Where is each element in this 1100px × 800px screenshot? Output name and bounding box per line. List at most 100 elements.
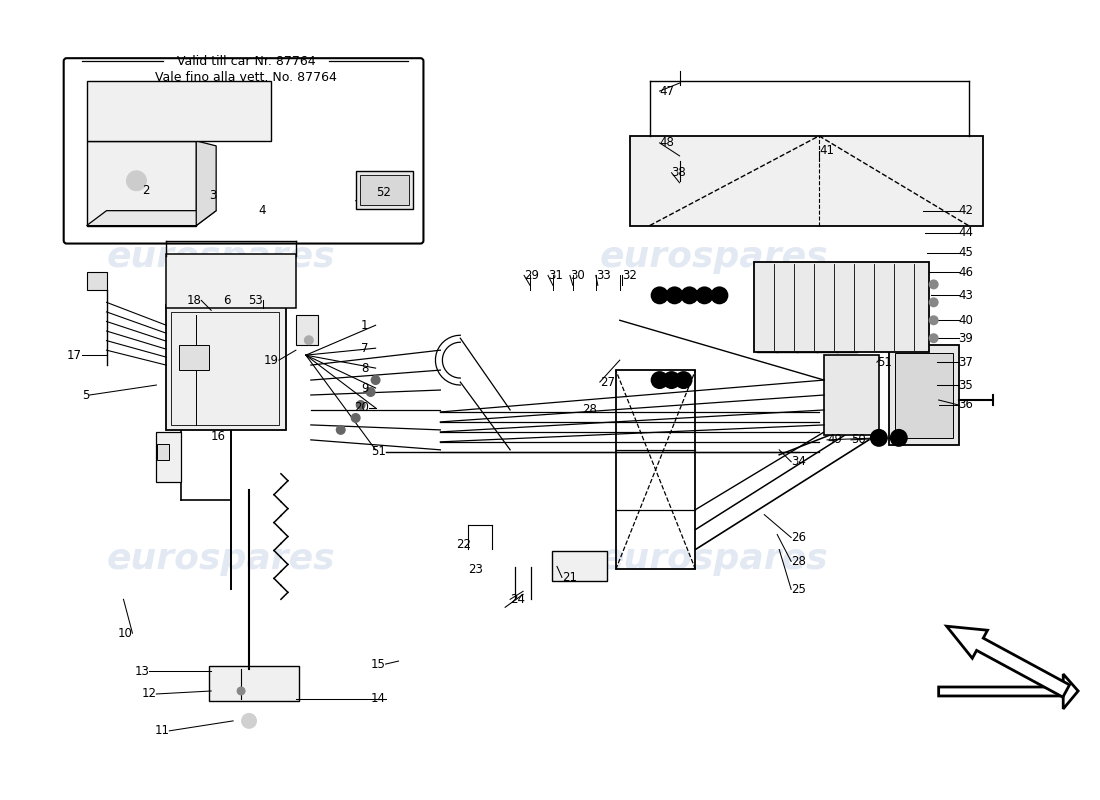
Text: Valid till car Nr. 87764: Valid till car Nr. 87764 <box>177 54 316 68</box>
Text: 34: 34 <box>791 455 806 468</box>
Circle shape <box>928 334 938 343</box>
Text: 45: 45 <box>958 246 974 259</box>
Text: 8: 8 <box>361 362 368 374</box>
Text: 27: 27 <box>600 375 615 389</box>
Text: 48: 48 <box>660 136 674 150</box>
Text: 41: 41 <box>820 144 834 158</box>
Text: 44: 44 <box>958 226 974 239</box>
Text: 2: 2 <box>142 184 150 198</box>
Circle shape <box>928 279 938 290</box>
Circle shape <box>304 335 313 345</box>
Text: 43: 43 <box>958 289 974 302</box>
Text: 11: 11 <box>154 724 169 738</box>
Bar <box>755 262 928 352</box>
Polygon shape <box>87 210 217 226</box>
Text: 28: 28 <box>582 403 597 417</box>
Bar <box>166 306 286 430</box>
Text: 21: 21 <box>562 571 578 584</box>
Circle shape <box>351 413 361 423</box>
Bar <box>209 666 299 701</box>
Text: 16: 16 <box>211 430 227 443</box>
FancyBboxPatch shape <box>64 58 424 243</box>
Bar <box>889 345 958 445</box>
Text: 46: 46 <box>958 266 974 279</box>
Circle shape <box>674 371 693 389</box>
Text: 31: 31 <box>548 269 563 282</box>
Text: 35: 35 <box>958 378 974 391</box>
Text: 38: 38 <box>672 166 686 179</box>
Bar <box>87 141 196 226</box>
Circle shape <box>126 170 146 190</box>
Circle shape <box>666 286 683 304</box>
Bar <box>179 345 209 370</box>
Text: 5: 5 <box>82 389 89 402</box>
Text: 49: 49 <box>827 434 842 446</box>
Bar <box>166 254 296 308</box>
Text: 25: 25 <box>791 583 806 596</box>
Circle shape <box>238 687 245 695</box>
Circle shape <box>355 400 365 410</box>
Bar <box>87 273 107 290</box>
Text: eurospares: eurospares <box>107 542 336 577</box>
Text: 50: 50 <box>851 434 866 446</box>
Polygon shape <box>938 674 1078 709</box>
Text: 24: 24 <box>510 593 525 606</box>
Circle shape <box>928 315 938 326</box>
Circle shape <box>711 286 728 304</box>
Text: 39: 39 <box>958 332 974 345</box>
Text: 33: 33 <box>596 269 611 282</box>
Bar <box>360 174 409 205</box>
Bar <box>552 551 607 582</box>
Text: 29: 29 <box>524 269 539 282</box>
Circle shape <box>928 298 938 307</box>
Bar <box>616 370 695 570</box>
Text: 37: 37 <box>958 356 974 369</box>
Text: 28: 28 <box>791 555 806 568</box>
Text: 26: 26 <box>791 531 806 544</box>
Circle shape <box>371 375 381 385</box>
Text: 14: 14 <box>371 693 386 706</box>
Text: 40: 40 <box>958 314 974 326</box>
Text: 15: 15 <box>371 658 386 670</box>
Text: 19: 19 <box>264 354 279 366</box>
Text: 32: 32 <box>621 269 637 282</box>
Text: 6: 6 <box>223 294 231 307</box>
Text: 12: 12 <box>142 687 156 701</box>
Text: 13: 13 <box>134 665 150 678</box>
Text: eurospares: eurospares <box>601 239 828 274</box>
Text: 53: 53 <box>249 294 263 307</box>
Circle shape <box>650 286 669 304</box>
Circle shape <box>650 371 669 389</box>
Text: 18: 18 <box>186 294 201 307</box>
Text: 22: 22 <box>456 538 471 551</box>
FancyArrow shape <box>947 626 1069 697</box>
Text: 20: 20 <box>354 402 368 414</box>
Circle shape <box>681 286 698 304</box>
Text: eurospares: eurospares <box>107 239 336 274</box>
Bar <box>172 312 279 425</box>
Text: 7: 7 <box>361 342 368 354</box>
Text: 4: 4 <box>258 204 266 217</box>
Circle shape <box>336 425 345 435</box>
Polygon shape <box>196 141 217 226</box>
Bar <box>824 355 879 435</box>
Text: 36: 36 <box>958 398 974 411</box>
Text: 52: 52 <box>376 186 390 199</box>
Bar <box>296 315 318 345</box>
Circle shape <box>662 371 681 389</box>
Circle shape <box>241 713 257 729</box>
Circle shape <box>365 387 375 397</box>
Bar <box>157 444 169 460</box>
Bar <box>355 170 414 209</box>
Text: 9: 9 <box>361 382 368 394</box>
Text: 1: 1 <box>361 318 368 332</box>
Text: 10: 10 <box>118 626 132 640</box>
Bar <box>156 432 182 482</box>
Text: 23: 23 <box>469 563 483 576</box>
Text: 30: 30 <box>570 269 585 282</box>
Text: 51: 51 <box>371 446 386 458</box>
Text: 47: 47 <box>660 85 674 98</box>
Text: Vale fino alla vett. No. 87764: Vale fino alla vett. No. 87764 <box>155 70 337 84</box>
Bar <box>87 81 271 141</box>
Text: 17: 17 <box>67 349 81 362</box>
